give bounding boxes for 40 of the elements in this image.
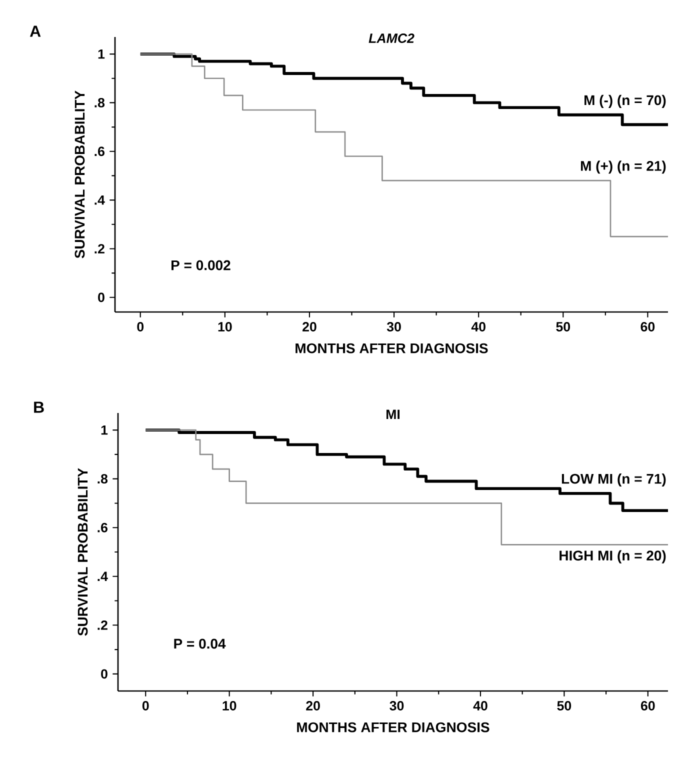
series-label: HIGH MI (n = 20) (560, 550, 666, 564)
y-tick-label: .8 (98, 474, 108, 484)
x-tick-label: 60 (640, 701, 655, 710)
x-tick-label: 40 (471, 322, 486, 332)
y-tick-label: 0 (98, 292, 104, 302)
x-tick-label: 50 (557, 701, 572, 710)
series-label: M (+) (n = 21) (580, 160, 666, 174)
y-tick-label: .8 (94, 98, 105, 108)
series-label: M (-) (n = 70) (584, 94, 666, 108)
x-tick-label: 20 (302, 322, 316, 332)
y-tick-label: .4 (94, 195, 105, 205)
text: B (34, 402, 44, 413)
x-tick-label: 0 (142, 701, 149, 710)
x-tick-label: 10 (222, 701, 236, 710)
series-label: LOW MI (n = 71) (562, 473, 666, 487)
x-tick-label: 50 (556, 322, 570, 332)
annotation: P = 0.04 (174, 638, 226, 649)
x-axis-title: MONTHS AFTER DIAGNOSIS (297, 722, 490, 732)
x-axis-title: MONTHS AFTER DIAGNOSIS (296, 343, 488, 354)
x-tick-label: 20 (306, 701, 320, 710)
y-tick-label: .2 (98, 620, 108, 630)
y-tick-label: .2 (94, 244, 104, 254)
y-tick-label: 1 (98, 49, 105, 59)
y-tick-label: .4 (98, 572, 108, 581)
y-tick-label: .6 (94, 146, 104, 156)
x-tick-label: 30 (386, 322, 401, 332)
text: A (30, 26, 41, 37)
y-tick-label: 0 (101, 669, 108, 679)
y-axis-title: SURVIVAL PROBABILITY (74, 90, 85, 258)
y-axis-title: SURVIVAL PROBABILITY (78, 468, 88, 636)
x-tick-label: 10 (218, 322, 232, 332)
x-tick-label: 40 (473, 701, 488, 710)
y-tick-label: .6 (98, 522, 108, 532)
y-tick-label: 1 (101, 425, 108, 435)
x-tick-label: 0 (137, 322, 144, 332)
chart-title: MI (386, 410, 400, 419)
chart-title: LAMC2 (368, 34, 414, 43)
x-tick-label: 30 (390, 701, 404, 710)
annotation: P = 0.002 (172, 260, 230, 270)
x-tick-label: 60 (640, 322, 655, 332)
